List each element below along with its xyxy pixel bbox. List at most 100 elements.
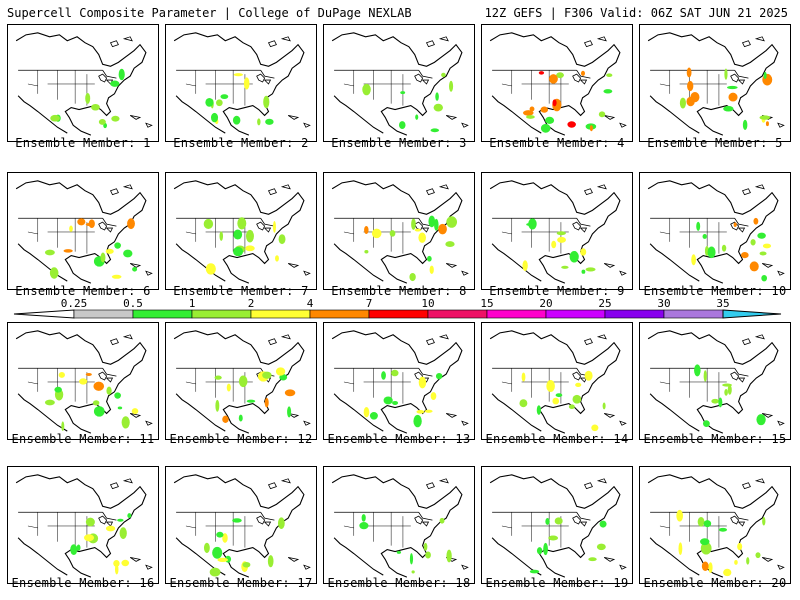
scp-contour-fill — [759, 115, 771, 120]
scp-contour-fill — [416, 409, 425, 414]
scp-contour-fill — [106, 386, 112, 395]
colorbar-tick-label: 1 — [189, 297, 196, 310]
scp-contour-fill — [540, 106, 549, 113]
scp-contour-fill — [718, 527, 728, 532]
scp-contour-fill — [210, 112, 219, 123]
scp-contour-fill — [275, 367, 286, 376]
ensemble-map-panel — [165, 24, 317, 142]
ensemble-map-panel — [323, 172, 475, 290]
scp-contour-fill — [721, 244, 727, 252]
scp-contour-fill — [246, 399, 256, 403]
scp-contour-fill — [50, 114, 60, 122]
scp-contour-fill — [545, 518, 550, 525]
colorbar-swatch — [427, 309, 488, 319]
colorbar-swatch — [250, 309, 311, 319]
scp-contour-fill — [233, 73, 243, 77]
scp-contour-fill — [132, 267, 138, 272]
scp-contour-fill — [77, 218, 86, 226]
scp-contour-fill — [521, 372, 526, 382]
scp-contour-fill — [765, 121, 769, 127]
scp-contour-fill — [238, 414, 243, 422]
scp-contour-fill — [411, 570, 415, 574]
ensemble-map-panel — [7, 322, 159, 440]
scp-contour-fill — [114, 392, 121, 399]
scp-contour-fill — [117, 406, 123, 410]
scp-contour-fill — [275, 255, 279, 262]
scp-contour-fill — [557, 236, 566, 243]
scp-contour-fill — [111, 115, 120, 122]
scp-contour-fill — [424, 409, 433, 413]
scp-contour-fill — [85, 517, 95, 527]
scp-contour-fill — [554, 517, 563, 525]
scp-contour-fill — [703, 520, 712, 528]
scp-contour-fill — [131, 408, 139, 415]
scp-contour-fill — [233, 246, 244, 257]
colorbar-swatch — [663, 309, 724, 319]
scp-contour-fill — [127, 513, 132, 519]
scp-contour-fill — [702, 233, 707, 239]
ensemble-member-label: Ensemble Member: 16 — [11, 576, 155, 590]
scp-contour-fill — [100, 252, 106, 263]
scp-contour-fill — [678, 542, 683, 555]
scp-contour-fill — [428, 215, 436, 228]
colorbar-tick-label: 30 — [657, 297, 670, 310]
ensemble-member-label: Ensemble Member: 19 — [485, 576, 629, 590]
scp-contour-fill — [446, 216, 458, 228]
product-title: Supercell Composite Parameter | College … — [7, 6, 412, 20]
ensemble-map-panel — [481, 466, 633, 584]
scp-contour-fill — [205, 263, 216, 275]
ensemble-map-panel — [481, 172, 633, 290]
scp-contour-fill — [265, 118, 274, 125]
scp-contour-fill — [548, 74, 558, 84]
scp-contour-fill — [203, 218, 214, 229]
scp-contour-fill — [691, 254, 696, 266]
scp-contour-fill — [589, 125, 593, 132]
scp-contour-fill — [703, 420, 710, 427]
scp-contour-fill — [49, 267, 59, 279]
scp-contour-fill — [364, 225, 369, 235]
scp-contour-fill — [567, 121, 576, 128]
scp-contour-fill — [222, 533, 228, 543]
ensemble-member-label: Ensemble Member: 12 — [169, 432, 313, 446]
colorbar-low-cap — [13, 309, 75, 319]
colorbar-swatch — [309, 309, 370, 319]
scp-contour-fill — [119, 527, 127, 539]
scp-contour-fill — [88, 219, 95, 229]
scp-contour-fill — [383, 396, 393, 405]
scp-contour-fill — [697, 516, 705, 527]
scp-contour-fill — [364, 250, 369, 254]
ensemble-member-label: Ensemble Member: 17 — [169, 576, 313, 590]
scp-contour-fill — [76, 544, 81, 551]
ensemble-member-label: Ensemble Member: 18 — [327, 576, 471, 590]
scp-contour-fill — [84, 534, 95, 542]
colorbar-tick-label: 10 — [421, 297, 434, 310]
scp-contour-fill — [759, 251, 767, 256]
scp-contour-fill — [287, 406, 292, 418]
scp-contour-fill — [238, 375, 248, 388]
scp-contour-fill — [602, 402, 606, 410]
scp-contour-fill — [232, 518, 242, 523]
scp-contour-fill — [425, 551, 431, 559]
scp-contour-fill — [543, 542, 548, 556]
scp-contour-fill — [263, 95, 270, 109]
scp-contour-fill — [529, 106, 535, 112]
scp-contour-fill — [746, 557, 750, 565]
scp-contour-fill — [121, 559, 130, 567]
scp-contour-fill — [423, 542, 428, 551]
ensemble-member-label: Ensemble Member: 8 — [331, 284, 467, 298]
scp-contour-fill — [552, 397, 560, 405]
scp-contour-fill — [264, 397, 269, 408]
scp-contour-fill — [92, 400, 100, 406]
ensemble-member-label: Ensemble Member: 10 — [643, 284, 787, 298]
scp-contour-fill — [536, 547, 543, 555]
scp-contour-fill — [121, 416, 130, 429]
scp-contour-fill — [381, 371, 386, 380]
scp-contour-fill — [728, 92, 738, 102]
colorbar-tick-label: 7 — [366, 297, 373, 310]
scp-contour-fill — [696, 221, 701, 231]
scp-contour-fill — [267, 555, 274, 568]
scp-contour-fill — [111, 274, 122, 279]
scp-contour-fill — [361, 514, 366, 522]
scp-contour-fill — [396, 550, 402, 554]
ensemble-member-label: Ensemble Member: 5 — [647, 136, 783, 150]
